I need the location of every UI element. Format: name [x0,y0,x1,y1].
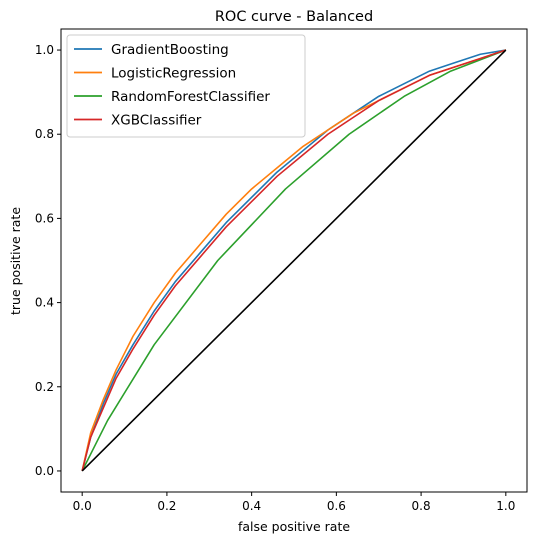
y-tick-label: 0.2 [35,380,54,394]
x-tick-label: 0.2 [157,499,176,513]
x-tick-label: 0.0 [73,499,92,513]
y-axis-label: true positive rate [8,207,23,315]
diagonal-reference-line [81,49,507,472]
x-axis-label: false positive rate [238,519,350,534]
series-line-2 [81,49,507,472]
axes-frame [60,28,528,493]
series-line-0 [81,49,506,472]
y-tick-label: 0.4 [35,296,54,310]
plot-area: 0.0 0.2 0.4 0.6 0.8 1.0 0.0 0.2 0.4 0.6 0.8 1.0 [35,28,528,513]
legend: GradientBoosting LogisticRegression Random… [66,34,306,138]
x-tick-label: 1.0 [496,499,515,513]
series-layer [81,49,507,472]
y-axis-ticks: 0.0 0.2 0.4 0.6 0.8 1.0 [35,43,61,478]
legend-label: RandomForestClassifier [111,89,270,105]
series-line-3 [81,49,507,472]
legend-label: XGBClassifier [111,113,202,129]
chart-title: ROC curve - Balanced [215,9,373,25]
y-tick-label: 0.0 [35,464,54,478]
y-tick-label: 0.8 [35,127,54,141]
legend-box [66,34,306,138]
y-tick-label: 1.0 [35,43,54,57]
y-tick-label: 0.6 [35,211,54,225]
x-tick-label: 0.4 [242,499,261,513]
x-tick-label: 0.8 [412,499,431,513]
x-axis-ticks: 0.0 0.2 0.4 0.6 0.8 1.0 [73,492,515,513]
legend-label: LogisticRegression [111,66,236,82]
x-tick-label: 0.6 [327,499,346,513]
legend-label: GradientBoosting [111,42,229,58]
